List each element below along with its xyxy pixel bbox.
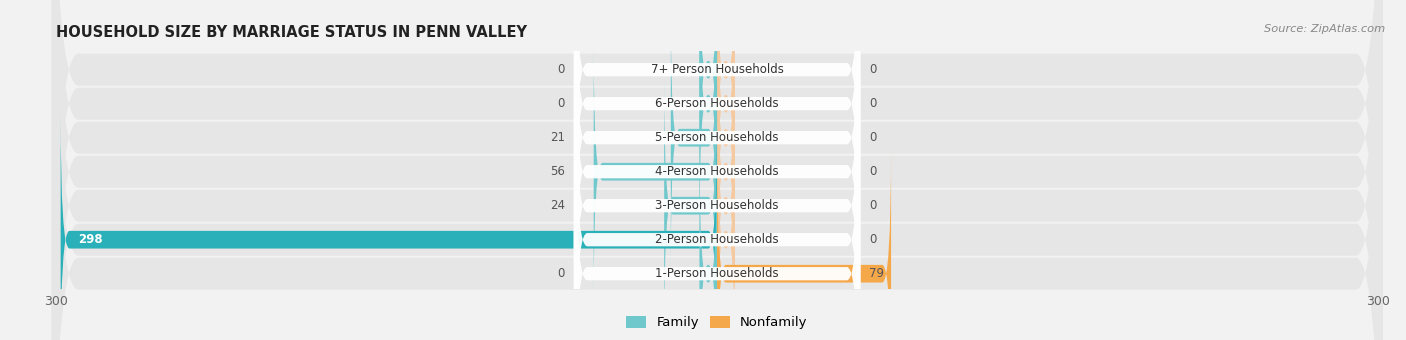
FancyBboxPatch shape: [671, 11, 717, 265]
Text: 0: 0: [869, 165, 876, 178]
Text: 56: 56: [550, 165, 565, 178]
Text: 3-Person Households: 3-Person Households: [655, 199, 779, 212]
Text: 0: 0: [558, 97, 565, 110]
FancyBboxPatch shape: [60, 113, 717, 340]
Text: 0: 0: [869, 131, 876, 144]
Text: 0: 0: [558, 267, 565, 280]
FancyBboxPatch shape: [717, 79, 735, 333]
FancyBboxPatch shape: [593, 45, 717, 299]
FancyBboxPatch shape: [717, 11, 735, 265]
FancyBboxPatch shape: [52, 0, 1382, 340]
Text: Source: ZipAtlas.com: Source: ZipAtlas.com: [1264, 24, 1385, 34]
Text: 0: 0: [869, 199, 876, 212]
FancyBboxPatch shape: [717, 113, 735, 340]
Text: 4-Person Households: 4-Person Households: [655, 165, 779, 178]
FancyBboxPatch shape: [52, 0, 1382, 340]
Text: HOUSEHOLD SIZE BY MARRIAGE STATUS IN PENN VALLEY: HOUSEHOLD SIZE BY MARRIAGE STATUS IN PEN…: [56, 25, 527, 40]
FancyBboxPatch shape: [664, 79, 717, 333]
Text: 0: 0: [869, 63, 876, 76]
FancyBboxPatch shape: [574, 76, 860, 340]
FancyBboxPatch shape: [574, 0, 860, 340]
FancyBboxPatch shape: [52, 0, 1382, 340]
Text: 2-Person Households: 2-Person Households: [655, 233, 779, 246]
Legend: Family, Nonfamily: Family, Nonfamily: [621, 311, 813, 335]
FancyBboxPatch shape: [574, 42, 860, 340]
FancyBboxPatch shape: [52, 0, 1382, 340]
FancyBboxPatch shape: [574, 0, 860, 335]
FancyBboxPatch shape: [717, 0, 735, 197]
Text: 0: 0: [558, 63, 565, 76]
FancyBboxPatch shape: [574, 0, 860, 267]
FancyBboxPatch shape: [717, 45, 735, 299]
Text: 7+ Person Households: 7+ Person Households: [651, 63, 783, 76]
Text: 0: 0: [869, 97, 876, 110]
FancyBboxPatch shape: [699, 0, 717, 197]
Text: 21: 21: [550, 131, 565, 144]
Text: 6-Person Households: 6-Person Households: [655, 97, 779, 110]
FancyBboxPatch shape: [574, 8, 860, 340]
FancyBboxPatch shape: [52, 0, 1382, 340]
Text: 5-Person Households: 5-Person Households: [655, 131, 779, 144]
Text: 0: 0: [869, 233, 876, 246]
Text: 79: 79: [869, 267, 884, 280]
FancyBboxPatch shape: [699, 0, 717, 231]
Text: 298: 298: [79, 233, 103, 246]
FancyBboxPatch shape: [717, 147, 891, 340]
Text: 24: 24: [550, 199, 565, 212]
FancyBboxPatch shape: [717, 0, 735, 231]
FancyBboxPatch shape: [574, 0, 860, 301]
FancyBboxPatch shape: [52, 0, 1382, 340]
Text: 1-Person Households: 1-Person Households: [655, 267, 779, 280]
FancyBboxPatch shape: [699, 147, 717, 340]
FancyBboxPatch shape: [52, 0, 1382, 340]
